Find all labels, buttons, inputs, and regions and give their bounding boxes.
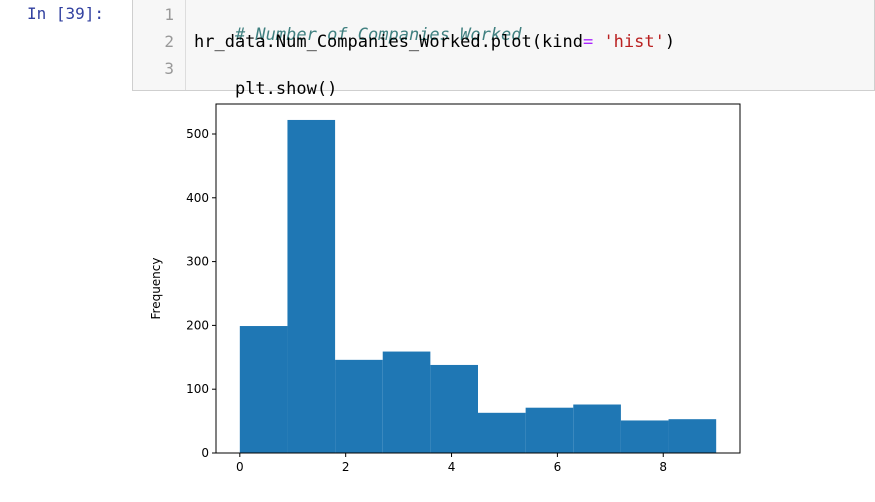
x-tick-label: 2 bbox=[342, 460, 350, 474]
x-tick-label: 8 bbox=[659, 460, 667, 474]
x-axis: 0 2 4 6 8 bbox=[236, 453, 667, 474]
code-operator: = bbox=[582, 32, 594, 52]
x-tick-label: 6 bbox=[554, 460, 562, 474]
code-space bbox=[593, 32, 603, 52]
y-axis: 0 100 200 300 400 500 bbox=[186, 127, 216, 460]
y-tick-label: 300 bbox=[186, 255, 209, 269]
histogram-bar bbox=[478, 412, 526, 453]
x-tick-label: 0 bbox=[236, 460, 244, 474]
y-tick-label: 100 bbox=[186, 382, 209, 396]
y-tick-label: 500 bbox=[186, 127, 209, 141]
y-tick-label: 200 bbox=[186, 318, 209, 332]
code-string: 'hist' bbox=[603, 32, 665, 52]
histogram-bar bbox=[430, 364, 478, 453]
histogram-bar bbox=[668, 419, 717, 453]
line-number-gutter: 1 2 3 bbox=[133, 0, 186, 90]
code-text: plt.show() bbox=[234, 79, 338, 99]
code-line: # Number of Companies Worked bbox=[194, 5, 522, 65]
code-line: plt.show() bbox=[194, 59, 337, 119]
histogram-bar bbox=[239, 326, 288, 453]
histogram-bar bbox=[525, 407, 574, 453]
y-tick-label: 400 bbox=[186, 191, 209, 205]
y-tick-label: 0 bbox=[201, 446, 209, 460]
line-number: 2 bbox=[164, 32, 174, 51]
histogram-bar bbox=[382, 351, 431, 453]
histogram-bar bbox=[335, 359, 383, 453]
line-number: 1 bbox=[164, 5, 174, 24]
code-text: ) bbox=[664, 32, 676, 52]
histogram-chart: 0 100 200 300 400 500 0 2 4 6 8 Frequency bbox=[149, 103, 741, 474]
cell-prompt: In [39]: bbox=[27, 4, 105, 23]
code-text: hr_data.Num_Companies_Worked.plot(kind bbox=[194, 32, 583, 52]
bars-group bbox=[239, 119, 717, 454]
axes-frame bbox=[215, 103, 741, 454]
line-number: 3 bbox=[164, 59, 174, 78]
histogram-bar bbox=[287, 119, 336, 454]
histogram-bar bbox=[573, 404, 621, 453]
code-cell[interactable]: 1 2 3 # Number of Companies Worked hr_da… bbox=[132, 0, 875, 99]
code-line: hr_data.Num_Companies_Worked.plot(kind= … bbox=[194, 32, 675, 52]
y-axis-label: Frequency bbox=[149, 258, 163, 320]
code-comment: # Number of Companies Worked bbox=[234, 25, 522, 45]
histogram-bar bbox=[620, 420, 669, 453]
x-tick-label: 4 bbox=[448, 460, 456, 474]
